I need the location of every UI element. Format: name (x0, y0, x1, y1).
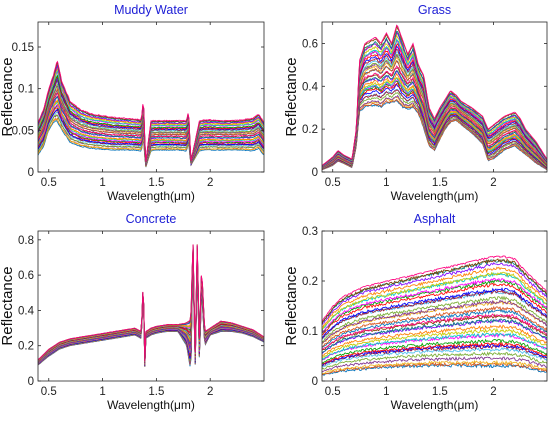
axes-frame (37, 21, 265, 173)
spectrum-line-9 (322, 341, 547, 365)
spectra-group (322, 24, 547, 171)
x-axis-label: Wavelength(μm) (107, 398, 195, 412)
x-tick-label: 1.5 (148, 177, 164, 189)
y-tick-label: 0 (312, 376, 318, 388)
spectrum-line-3 (38, 118, 264, 167)
spectrum-line-1 (322, 363, 547, 377)
y-axis-label: Reflectance (283, 57, 300, 136)
y-tick-label: 0 (28, 376, 34, 388)
spectrum-line-36 (322, 255, 547, 322)
chart-title: Asphalt (414, 212, 456, 226)
spectrum-line-16 (322, 318, 547, 354)
x-tick-label: 2 (490, 386, 496, 398)
spectrum-line-36 (38, 60, 264, 162)
x-tick-label: 1 (383, 177, 389, 189)
x-tick-label: 0.5 (325, 386, 341, 398)
x-tick-label: 0.5 (41, 386, 57, 398)
spectra-group (38, 244, 264, 367)
y-tick-label: 0.1 (302, 326, 318, 338)
y-tick-label: 0.2 (302, 276, 318, 288)
spectrum-line-36 (322, 24, 547, 166)
y-tick-label: 0.8 (18, 235, 34, 247)
spectrum-line-36 (38, 244, 264, 362)
y-tick-label: 0.05 (12, 125, 34, 137)
y-tick-label: 0.6 (18, 270, 34, 282)
spectrum-line-5 (322, 351, 547, 370)
x-tick-label: 1.5 (432, 177, 448, 189)
chart-title: Grass (418, 3, 451, 17)
spectrum-line-23 (322, 295, 547, 343)
y-tick-label: 0.3 (302, 226, 318, 238)
x-axis-label: Wavelength(μm) (391, 189, 479, 203)
spectrum-line-14 (322, 324, 547, 357)
x-tick-label: 2 (490, 177, 496, 189)
y-tick-label: 0.4 (302, 81, 319, 93)
spectrum-line-18 (322, 313, 547, 351)
spectrum-line-29 (322, 277, 547, 333)
y-tick-label: 0.1 (18, 84, 34, 96)
spectrum-line-3 (322, 359, 547, 375)
y-tick-label: 0 (28, 167, 34, 179)
y-tick-label: 0.6 (302, 38, 318, 50)
chart-panel-1: 0.5 1 1.5 2 0 0.05 0.1 0.15 Muddy Water Wavelengt… (0, 3, 265, 203)
y-axis-label: Reflectance (283, 266, 300, 345)
spectrum-line-32 (322, 266, 547, 328)
y-tick-label: 0.15 (12, 42, 34, 54)
chart-title: Concrete (126, 212, 177, 226)
y-tick-label: 0.2 (18, 341, 34, 353)
chart-panel-3: 0.5 1 1.5 2 0 0.2 0.4 0.6 0.8 Concrete Wavelength(… (0, 212, 265, 412)
x-tick-label: 1.5 (148, 386, 164, 398)
spectrum-line-4 (322, 356, 547, 373)
x-tick-label: 1 (99, 177, 105, 189)
spectra-group (322, 255, 547, 377)
spectrum-line-25 (322, 289, 547, 340)
spectrum-line-13 (322, 327, 547, 359)
chart-panel-2: 0.5 1 1.5 2 0 0.2 0.4 0.6 Grass Wavelength(μm) Ref… (283, 3, 548, 203)
spectrum-line-26 (322, 287, 547, 338)
x-tick-label: 0.5 (325, 177, 341, 189)
spectrum-line-27 (322, 282, 547, 336)
x-tick-label: 0.5 (41, 177, 57, 189)
spectrum-line-31 (322, 271, 547, 330)
axes-frame (321, 230, 548, 382)
y-tick-label: 0.4 (18, 305, 35, 317)
axes-frame (321, 21, 548, 173)
spectrum-line-10 (322, 338, 547, 364)
spectrum-line-5 (38, 114, 264, 167)
x-axis-label: Wavelength(μm) (107, 189, 195, 203)
spectrum-line-35 (322, 258, 547, 324)
x-tick-label: 1.5 (432, 386, 448, 398)
x-tick-label: 1 (383, 386, 389, 398)
spectrum-line-12 (322, 332, 547, 361)
x-tick-label: 1 (99, 386, 105, 398)
spectrum-line-33 (322, 262, 547, 326)
axes-frame (37, 230, 265, 382)
y-tick-label: 0 (312, 167, 318, 179)
y-tick-label: 0.2 (302, 124, 318, 136)
spectrum-line-22 (322, 299, 547, 344)
x-axis-label: Wavelength(μm) (391, 398, 479, 412)
plot-area (38, 231, 264, 381)
spectra-group (38, 60, 264, 168)
chart-title: Muddy Water (114, 3, 188, 17)
chart-panel-4: 0.5 1 1.5 2 0 0.1 0.2 0.3 Asphalt Wavelength(μm) R… (283, 212, 548, 412)
y-axis-label: Reflectance (0, 266, 16, 345)
x-tick-label: 2 (207, 386, 213, 398)
y-axis-label: Reflectance (0, 57, 16, 136)
spectrum-line-20 (322, 305, 547, 347)
x-tick-label: 2 (207, 177, 213, 189)
